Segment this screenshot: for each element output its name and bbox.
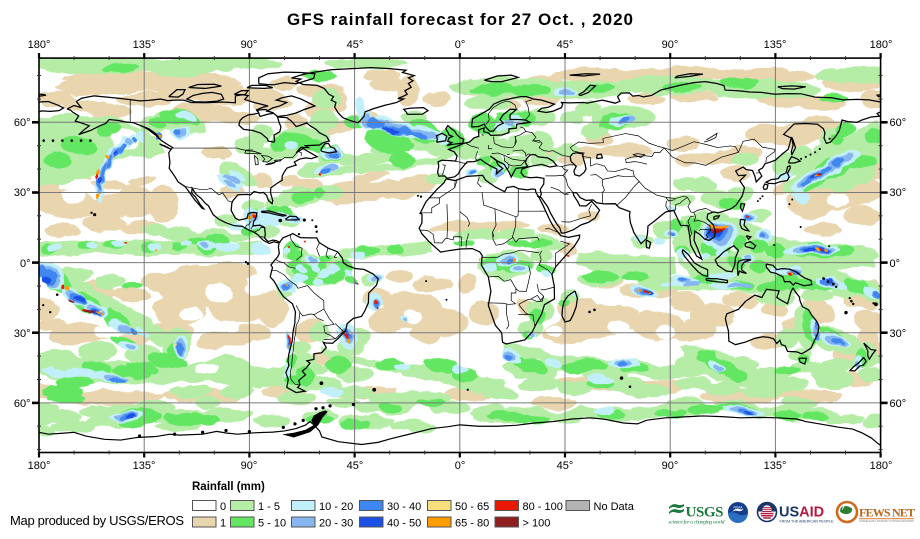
svg-text:FAMINE EARLY WARNING SYSTEMS N: FAMINE EARLY WARNING SYSTEMS NETWORK [859, 519, 914, 523]
svg-text:135°: 135° [133, 39, 156, 51]
svg-text:1: 1 [220, 517, 226, 529]
svg-text:40 - 50: 40 - 50 [387, 517, 421, 529]
svg-text:30°: 30° [14, 187, 31, 199]
svg-text:135°: 135° [764, 460, 787, 472]
svg-text:180°: 180° [870, 39, 893, 51]
svg-text:135°: 135° [133, 460, 156, 472]
svg-text:65 - 80: 65 - 80 [455, 517, 489, 529]
svg-text:0°: 0° [20, 258, 31, 270]
svg-text:NOAA: NOAA [733, 506, 743, 510]
svg-text:90°: 90° [662, 39, 679, 51]
svg-text:45°: 45° [557, 460, 574, 472]
svg-text:180°: 180° [28, 39, 51, 51]
svg-text:60°: 60° [890, 398, 907, 410]
svg-text:45°: 45° [557, 39, 574, 51]
svg-text:60°: 60° [890, 117, 907, 129]
svg-text:0°: 0° [455, 39, 466, 51]
svg-text:0: 0 [220, 501, 226, 513]
svg-text:45°: 45° [347, 39, 364, 51]
svg-text:20 - 30: 20 - 30 [319, 517, 353, 529]
svg-text:0°: 0° [890, 258, 901, 270]
svg-text:180°: 180° [870, 460, 893, 472]
svg-text:30 - 40: 30 - 40 [387, 501, 421, 513]
svg-text:USGS: USGS [686, 505, 724, 521]
svg-text:30°: 30° [890, 187, 907, 199]
svg-text:0°: 0° [455, 460, 466, 472]
svg-text:> 100: > 100 [523, 517, 551, 529]
svg-text:Rainfall (mm): Rainfall (mm) [192, 481, 265, 493]
svg-text:GFS rainfall forecast for 27 O: GFS rainfall forecast for 27 Oct. , 2020 [287, 10, 633, 29]
svg-text:90°: 90° [241, 460, 258, 472]
svg-text:1 - 5: 1 - 5 [258, 501, 280, 513]
svg-text:60°: 60° [14, 398, 31, 410]
svg-text:30°: 30° [14, 328, 31, 340]
svg-text:80 - 100: 80 - 100 [523, 501, 563, 513]
svg-text:5 - 10: 5 - 10 [258, 517, 286, 529]
svg-text:FEWS NET: FEWS NET [859, 506, 915, 520]
svg-text:60°: 60° [14, 117, 31, 129]
svg-text:180°: 180° [28, 460, 51, 472]
svg-text:FROM THE AMERICAN PEOPLE: FROM THE AMERICAN PEOPLE [780, 520, 834, 524]
svg-text:10 - 20: 10 - 20 [319, 501, 353, 513]
svg-text:45°: 45° [347, 460, 364, 472]
svg-text:No Data: No Data [594, 501, 635, 513]
svg-text:Map produced by USGS/EROS: Map produced by USGS/EROS [10, 513, 184, 528]
svg-text:USAID: USAID [779, 505, 824, 521]
svg-text:135°: 135° [764, 39, 787, 51]
svg-text:50 - 65: 50 - 65 [455, 501, 489, 513]
svg-text:science for a changing world: science for a changing world [669, 519, 725, 526]
svg-text:90°: 90° [662, 460, 679, 472]
svg-text:90°: 90° [241, 39, 258, 51]
svg-text:30°: 30° [890, 328, 907, 340]
